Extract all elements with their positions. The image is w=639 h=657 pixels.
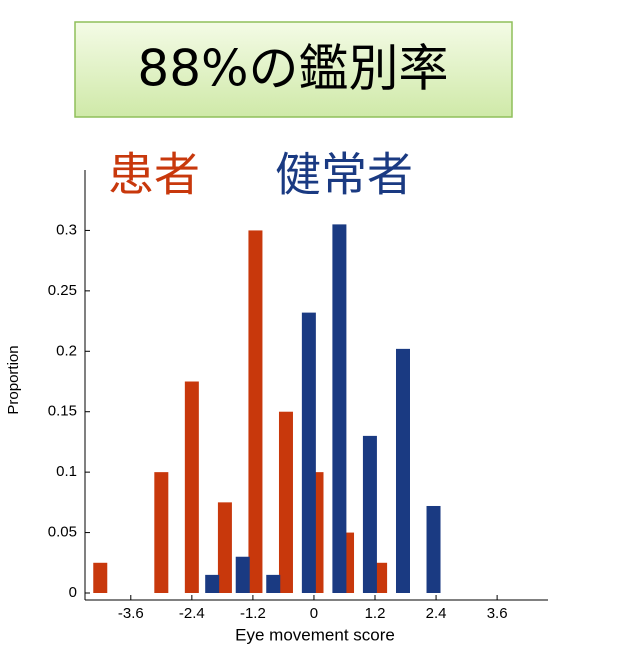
x-tick-label: -3.6 <box>118 605 144 622</box>
x-tick-label: 1.2 <box>365 605 386 622</box>
bar <box>184 381 199 593</box>
legend-entry: 健常者 <box>275 148 413 202</box>
x-tick-label: 2.4 <box>426 605 447 622</box>
bar <box>426 505 441 593</box>
bar <box>278 411 293 593</box>
bar <box>362 435 377 593</box>
bar <box>217 502 232 593</box>
x-tick-label: 3.6 <box>487 605 508 622</box>
x-tick-label: -2.4 <box>179 605 205 622</box>
y-tick-label: 0.1 <box>56 463 77 480</box>
bar <box>93 562 108 593</box>
y-axis-label: Proportion <box>5 345 22 414</box>
bar <box>395 348 410 593</box>
y-tick-label: 0.2 <box>56 342 77 359</box>
bar <box>266 574 281 593</box>
title-box <box>74 21 513 118</box>
bar <box>235 556 250 593</box>
y-tick-label: 0 <box>69 584 77 601</box>
y-tick-label: 0.05 <box>48 524 77 541</box>
y-tick-label: 0.25 <box>48 282 77 299</box>
y-tick-label: 0.15 <box>48 403 77 420</box>
bar <box>301 312 316 593</box>
chart-title: 88%の鑑別率 <box>137 40 448 98</box>
bar <box>248 230 263 593</box>
bar <box>332 224 347 593</box>
legend-entry: 患者 <box>108 148 200 202</box>
x-axis-label: Eye movement score <box>235 625 395 644</box>
x-tick-label: -1.2 <box>240 605 266 622</box>
bar <box>205 574 220 593</box>
x-tick-label: 0 <box>310 605 318 622</box>
bar <box>154 472 169 593</box>
y-tick-label: 0.3 <box>56 221 77 238</box>
